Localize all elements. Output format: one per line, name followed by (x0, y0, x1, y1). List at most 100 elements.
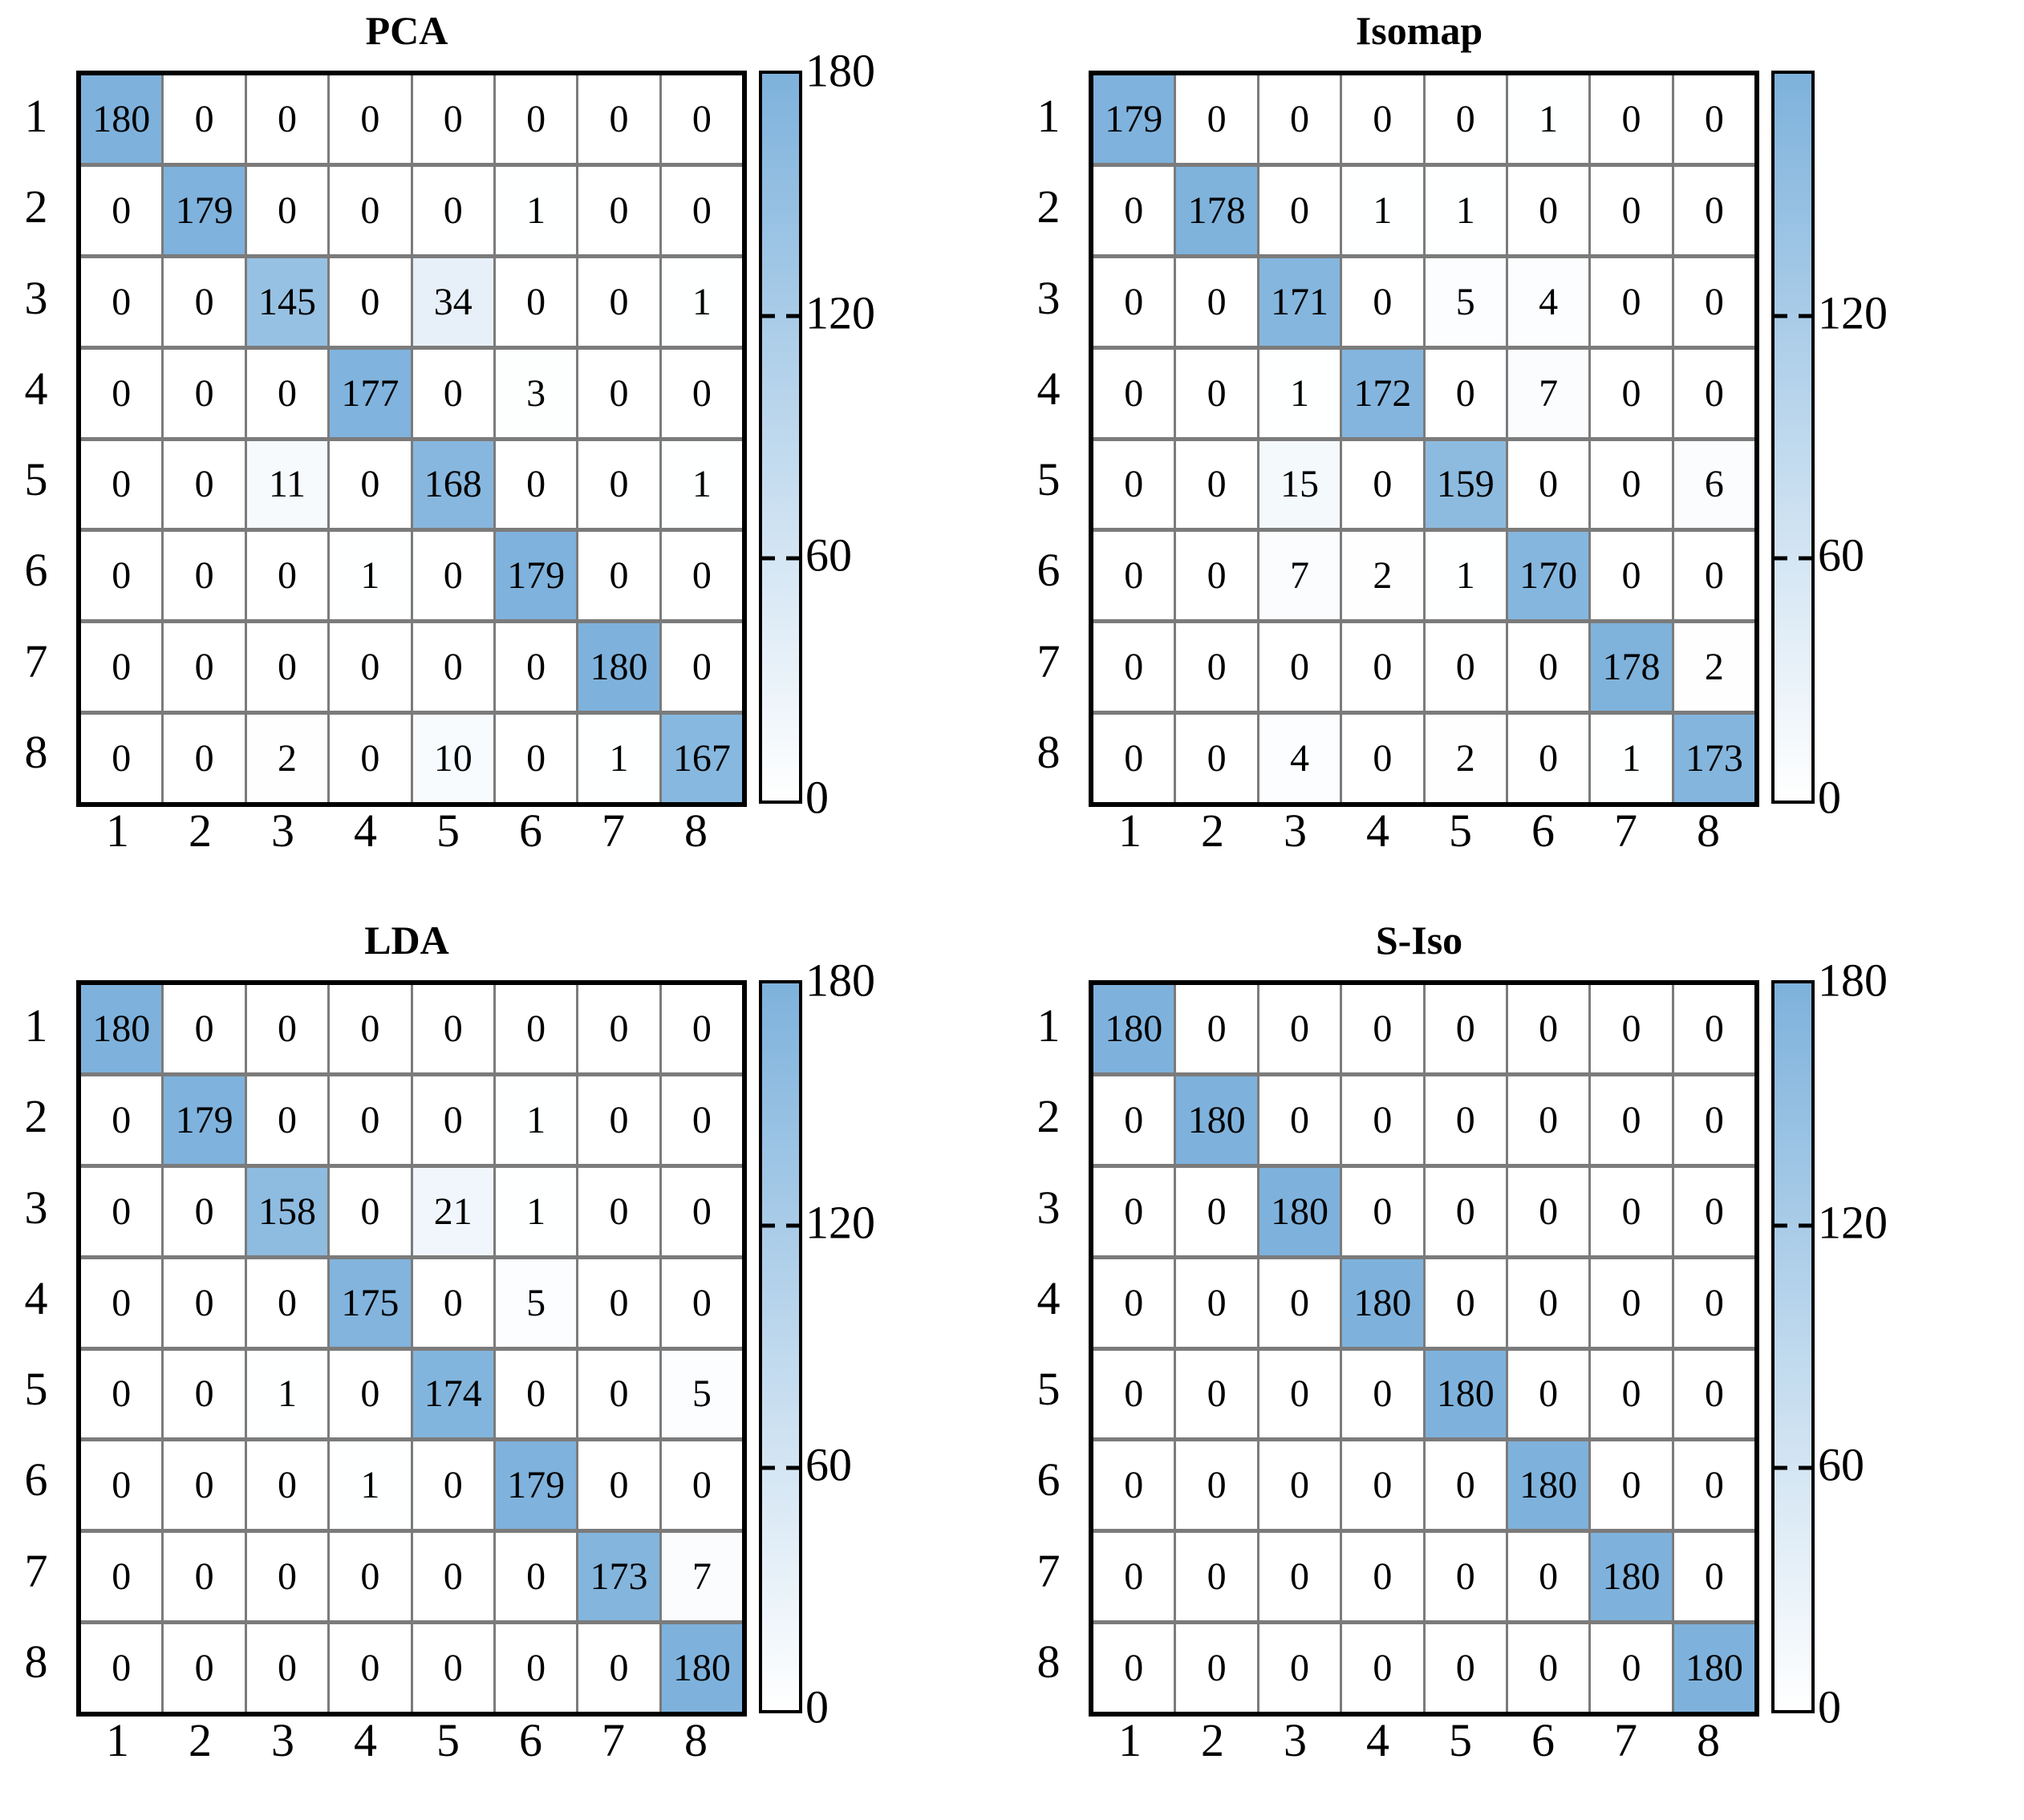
matrix-cell: 0 (330, 623, 411, 711)
matrix-cell: 0 (1673, 1167, 1754, 1255)
matrix-cell: 0 (330, 1167, 411, 1255)
matrix-cell: 1 (1342, 166, 1423, 254)
matrix-cell: 0 (1176, 1350, 1257, 1438)
col-tick-label: 4 (354, 805, 377, 857)
matrix-cell: 1 (1425, 166, 1506, 254)
colorbar-tick-dash (786, 1223, 799, 1228)
colorbar-tick-dash (786, 556, 799, 561)
matrix-cell: 0 (661, 623, 742, 711)
colorbar-tick-dash (1775, 314, 1787, 318)
row-tick-label: 2 (1036, 180, 1061, 233)
matrix-cell: 0 (1259, 1076, 1341, 1164)
matrix-cell: 0 (1176, 532, 1257, 620)
row-tick-label: 8 (1036, 725, 1061, 778)
col-tick-label: 6 (519, 1714, 542, 1766)
matrix-cell: 178 (1176, 166, 1257, 254)
matrix-cell: 0 (661, 532, 742, 620)
col-tick-label: 7 (1614, 805, 1637, 857)
matrix-cell: 2 (1673, 623, 1754, 711)
row-tick-label: 2 (1036, 1090, 1061, 1143)
matrix-cell: 0 (330, 257, 411, 346)
matrix-cell: 0 (164, 1350, 245, 1438)
matrix-cell: 4 (1507, 257, 1589, 346)
matrix-cell: 0 (578, 985, 659, 1072)
x-axis-tick-labels: 1 2 3 4 5 6 7 8 (76, 804, 737, 868)
matrix-cell: 173 (1673, 715, 1754, 802)
matrix-cell: 0 (1176, 75, 1257, 163)
matrix-cell: 0 (1093, 715, 1174, 802)
matrix-cell: 180 (1259, 1167, 1341, 1255)
matrix-cell: 0 (1259, 166, 1341, 254)
row-tick-label: 1 (1036, 999, 1061, 1052)
matrix-cell: 158 (246, 1167, 328, 1255)
x-axis-tick-labels: 1 2 3 4 5 6 7 8 (1089, 1713, 1750, 1777)
row-tick-label: 3 (1036, 271, 1061, 324)
matrix-cell: 0 (1591, 440, 1672, 529)
matrix-cell: 0 (1259, 1533, 1341, 1621)
matrix-cell: 175 (330, 1259, 411, 1347)
matrix-cell: 0 (1093, 166, 1174, 254)
matrix-cell: 0 (246, 1259, 328, 1347)
matrix-cell: 1 (1507, 75, 1589, 163)
y-axis-tick-labels: 1 2 3 4 5 6 7 8 (5, 71, 67, 797)
colorbar-tick-label: 180 (805, 954, 875, 1007)
col-tick-label: 1 (1118, 1714, 1142, 1766)
col-tick-label: 6 (519, 805, 542, 857)
colorbar (1771, 71, 1815, 804)
matrix-cell: 180 (1176, 1076, 1257, 1164)
col-tick-label: 7 (1614, 1714, 1637, 1766)
matrix-cell: 174 (412, 1350, 493, 1438)
matrix-cell: 0 (412, 985, 493, 1072)
matrix-cell: 0 (246, 1533, 328, 1621)
matrix-cell: 10 (412, 715, 493, 802)
matrix-cell: 1 (495, 166, 577, 254)
matrix-cell: 0 (1093, 1533, 1174, 1621)
matrix-cell: 0 (330, 1624, 411, 1712)
col-tick-label: 3 (1284, 805, 1307, 857)
matrix-cell: 4 (1259, 715, 1341, 802)
matrix-cell: 0 (81, 532, 162, 620)
row-tick-label: 3 (24, 1181, 48, 1234)
matrix-cell: 0 (1093, 440, 1174, 529)
colorbar-tick-label: 120 (1818, 286, 1888, 339)
matrix-cell: 0 (1176, 1259, 1257, 1347)
colorbar-tick-dash (786, 314, 799, 318)
colorbar-tick-dash (762, 314, 775, 318)
row-tick-label: 6 (24, 544, 48, 597)
panel-title: PCA (365, 8, 448, 53)
col-tick-label: 2 (1201, 805, 1224, 857)
col-tick-label: 3 (271, 1714, 294, 1766)
colorbar-tick-label: 0 (805, 771, 829, 824)
matrix-cell: 0 (1093, 623, 1174, 711)
matrix-cell: 0 (1591, 985, 1672, 1072)
matrix-cell: 180 (1591, 1533, 1672, 1621)
matrix-cell: 172 (1342, 349, 1423, 437)
col-tick-label: 1 (106, 805, 129, 857)
heatmap-panel-isomap: Isomap 1 2 3 4 5 6 7 8 179 0 0 0 0 1 0 0 0 178 0 1 1 0 0 0 0 0 171 0… (1012, 0, 2024, 910)
col-tick-label: 8 (684, 805, 708, 857)
matrix-cell: 0 (1591, 166, 1672, 254)
row-tick-label: 6 (1036, 544, 1061, 597)
matrix-cell: 0 (661, 1167, 742, 1255)
matrix-cell: 179 (495, 1441, 577, 1530)
matrix-cell: 0 (1507, 1624, 1589, 1712)
colorbar (1771, 980, 1815, 1713)
colorbar-tick-dash (1799, 1223, 1811, 1228)
matrix-cell: 0 (1093, 1259, 1174, 1347)
heatmap-panel-lda: LDA 1 2 3 4 5 6 7 8 180 0 0 0 0 0 0 0 0 179 0 0 0 1 0 0 0 0 158 0 21 1… (0, 910, 1012, 1819)
col-tick-label: 8 (1697, 805, 1720, 857)
matrix-cell: 0 (661, 75, 742, 163)
matrix-cell: 0 (1425, 75, 1506, 163)
matrix-cell: 0 (495, 715, 577, 802)
matrix-cell: 0 (1093, 1350, 1174, 1438)
col-tick-label: 6 (1531, 805, 1555, 857)
matrix-cell: 0 (661, 1259, 742, 1347)
matrix-cell: 0 (578, 257, 659, 346)
matrix-cell: 0 (246, 1441, 328, 1530)
matrix-cell: 0 (246, 75, 328, 163)
panel-title: Isomap (1355, 8, 1483, 53)
matrix-cell: 180 (1673, 1624, 1754, 1712)
col-tick-label: 7 (602, 1714, 625, 1766)
matrix-cell: 0 (81, 166, 162, 254)
matrix-cell: 0 (412, 532, 493, 620)
